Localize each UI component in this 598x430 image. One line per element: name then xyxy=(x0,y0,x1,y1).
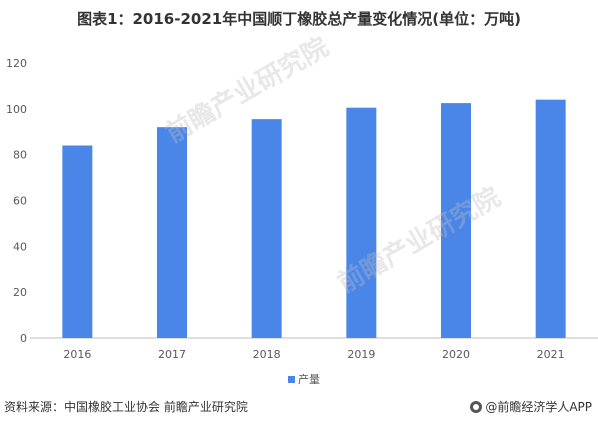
legend-label: 产量 xyxy=(298,372,320,386)
y-tick-label: 60 xyxy=(13,195,27,208)
y-axis: 0 20 40 60 80 100 120 xyxy=(6,57,27,345)
y-tick-label: 0 xyxy=(20,332,27,345)
x-tick-label: 2018 xyxy=(253,348,281,361)
x-tick-label: 2016 xyxy=(63,348,91,361)
y-tick-label: 20 xyxy=(13,286,27,299)
y-tick-label: 40 xyxy=(13,240,27,253)
x-tick-label: 2021 xyxy=(537,348,565,361)
y-tick-label: 80 xyxy=(13,149,27,162)
x-tick-label: 2017 xyxy=(158,348,186,361)
brand-label: @前瞻经济学人APP xyxy=(485,400,592,414)
bar-2021 xyxy=(535,99,566,339)
footer: 资料来源：中国橡胶工业协会 前瞻产业研究院 @前瞻经济学人APP xyxy=(4,398,592,415)
y-tick-label: 100 xyxy=(6,103,27,116)
brand-credit: @前瞻经济学人APP xyxy=(470,398,592,415)
x-tick-label: 2020 xyxy=(442,348,470,361)
bar-chart: 0 20 40 60 80 100 120 2016 2017 2018 2019 2020 2021… xyxy=(6,57,598,386)
qianzhan-logo-icon xyxy=(470,400,483,413)
x-axis: 2016 2017 2018 2019 2020 2021 xyxy=(63,348,564,361)
legend-swatch xyxy=(288,376,295,383)
x-tick-label: 2019 xyxy=(347,348,375,361)
source-note: 资料来源：中国橡胶工业协会 前瞻产业研究院 xyxy=(4,400,248,414)
bar-2020 xyxy=(441,103,471,339)
bar-series xyxy=(62,99,566,339)
chart-title: 图表1：2016-2021年中国顺丁橡胶总产量变化情况(单位：万吨) xyxy=(77,10,521,28)
bar-2016 xyxy=(62,145,93,338)
bar-2018 xyxy=(251,119,282,338)
bar-2017 xyxy=(157,127,187,339)
legend: 产量 xyxy=(288,372,320,386)
y-tick-label: 120 xyxy=(6,57,27,70)
bar-2019 xyxy=(346,107,377,338)
